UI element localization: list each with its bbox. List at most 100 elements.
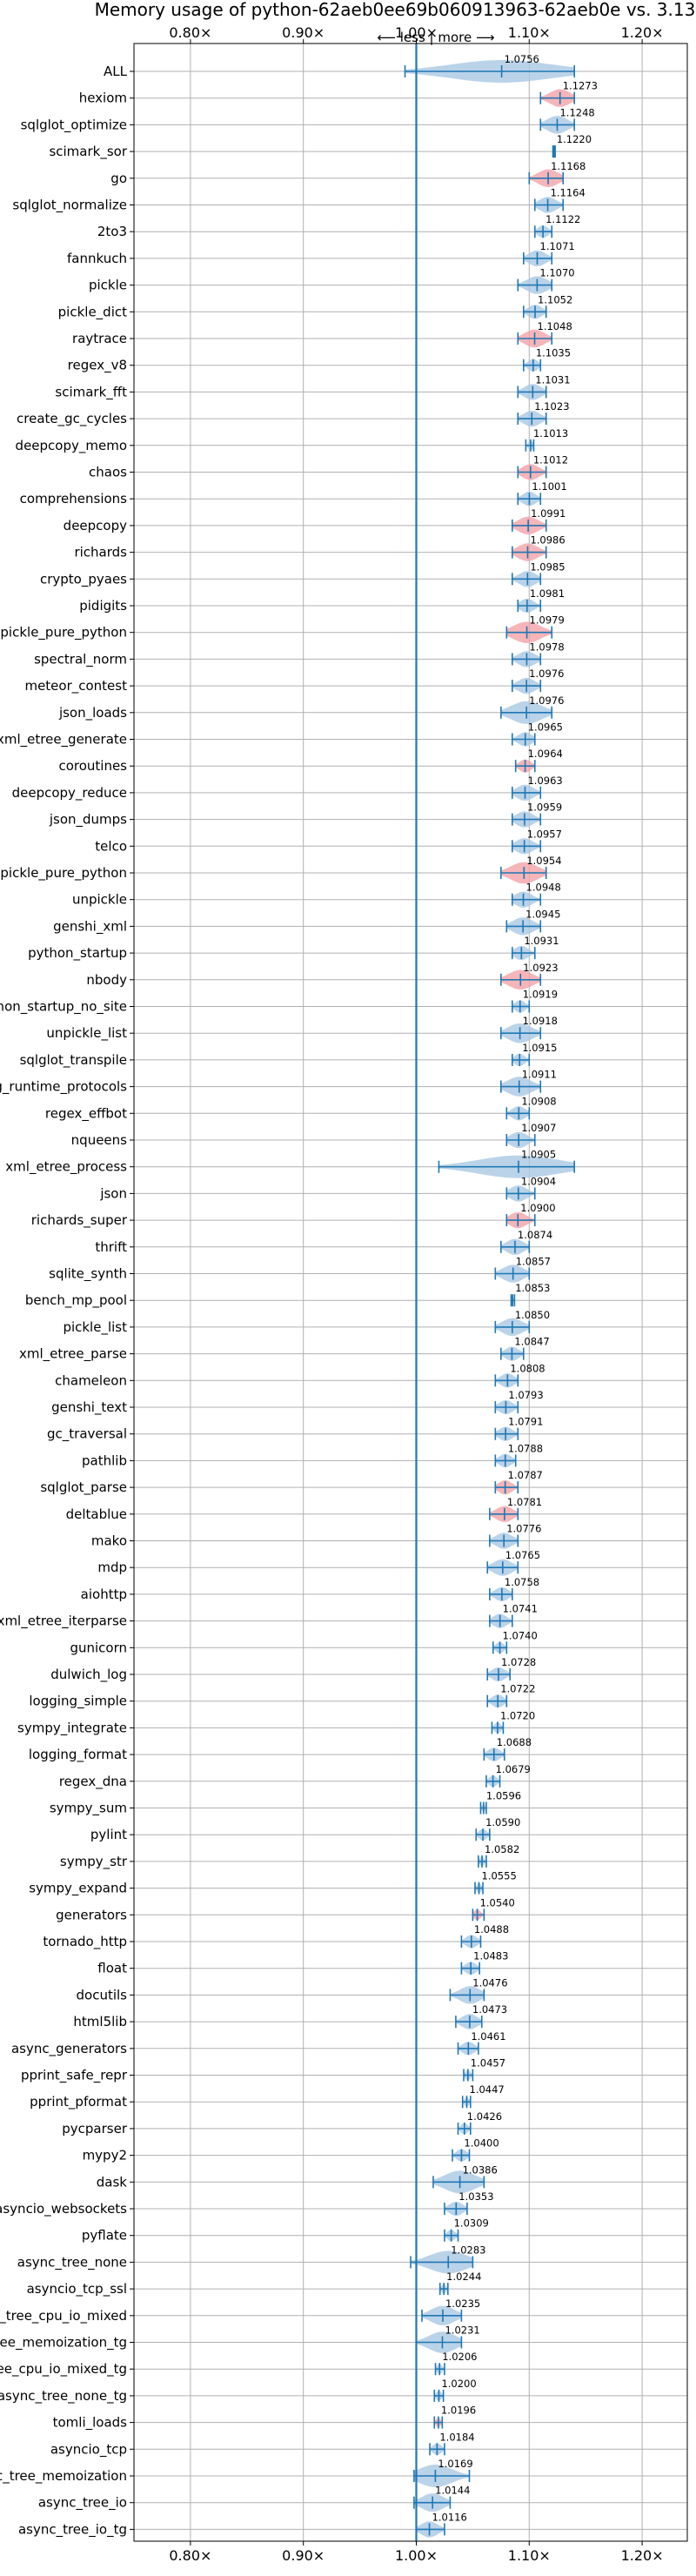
category-label: async_tree_memoization_tg — [0, 2335, 127, 2351]
value-label: 1.0765 — [505, 1549, 540, 1561]
category-label: coroutines — [58, 758, 127, 774]
category-label: pickle — [89, 278, 127, 293]
x-tick-label-top: 0.80× — [169, 24, 211, 41]
violin-layer — [404, 60, 576, 2538]
category-label: unpickle_list — [46, 1025, 127, 1042]
value-label: 1.0857 — [516, 1256, 551, 1268]
category-label: async_tree_memoization — [0, 2468, 127, 2485]
value-label: 1.0740 — [503, 1629, 538, 1641]
value-label: 1.0957 — [527, 828, 562, 840]
category-label: python_startup_no_site — [0, 999, 127, 1016]
value-label: 1.0781 — [507, 1496, 542, 1508]
category-label: async_tree_cpu_io_mixed — [0, 2308, 127, 2324]
value-label: 1.0426 — [467, 2110, 502, 2123]
category-label: genshi_xml — [53, 918, 127, 935]
category-label: pprint_safe_repr — [21, 2068, 128, 2084]
value-label: 1.1048 — [538, 320, 572, 332]
category-label: meteor_contest — [24, 678, 127, 694]
value-label: 1.0915 — [522, 1042, 557, 1054]
value-label: 1.0400 — [464, 2137, 499, 2150]
value-label: 1.0196 — [441, 2405, 476, 2417]
category-label: 2to3 — [97, 224, 127, 239]
value-label: 1.0874 — [518, 1229, 552, 1241]
category-label: sqlite_synth — [49, 1266, 127, 1283]
value-label: 1.0116 — [432, 2511, 467, 2523]
category-label: pickle_dict — [58, 304, 127, 320]
value-label: 1.0169 — [438, 2458, 472, 2470]
category-label: asyncio_tcp_ssl — [27, 2281, 127, 2298]
category-label: pycparser — [62, 2121, 128, 2137]
value-label: 1.0963 — [527, 775, 562, 787]
value-label: 1.1220 — [557, 133, 592, 145]
category-label: regex_v8 — [68, 358, 127, 374]
value-label: 1.0986 — [530, 534, 565, 547]
value-label: 1.0919 — [523, 989, 558, 1001]
category-label: raytrace — [72, 331, 127, 346]
category-label: genshi_text — [51, 1399, 127, 1416]
category-label: async_tree_io — [38, 2495, 127, 2512]
category-label: docutils — [77, 1987, 128, 2002]
x-axis-ticks: 0.80× 0.80× 0.90× 0.90× 1.00× 1.00× 1.10× 1.10×… — [130, 24, 664, 2564]
value-label: 1.0555 — [482, 1870, 517, 1882]
category-label: json_dumps — [49, 812, 127, 828]
value-label: 1.0590 — [485, 1816, 520, 1828]
value-label: 1.0235 — [445, 2298, 480, 2310]
value-label: 1.0309 — [454, 2217, 489, 2230]
category-label: generators — [56, 1907, 127, 1922]
value-label: 1.0853 — [515, 1282, 550, 1294]
value-label: 1.0808 — [510, 1362, 545, 1374]
category-label: bench_mp_pool — [25, 1292, 127, 1309]
value-label: 1.0793 — [508, 1389, 543, 1401]
x-tick-label-top: 1.00× — [395, 24, 438, 41]
value-label: 1.0965 — [528, 721, 563, 734]
category-label: unpickle_pure_python — [0, 865, 127, 882]
value-label: 1.0596 — [486, 1790, 521, 1802]
value-label: 1.0964 — [528, 748, 563, 760]
value-label: 1.0850 — [515, 1309, 550, 1321]
value-label: 1.0923 — [523, 962, 558, 974]
x-tick-label-bottom: 0.90× — [282, 2547, 325, 2564]
value-label: 1.0540 — [480, 1896, 515, 1909]
category-label: richards — [74, 545, 127, 560]
category-label: json — [99, 1185, 127, 1201]
x-tick-label-top: 1.20× — [621, 24, 664, 41]
value-label: 1.0847 — [514, 1336, 549, 1348]
value-label: 1.0979 — [530, 614, 565, 627]
category-label: sqlglot_transpile — [20, 1052, 127, 1069]
category-label: tornado_http — [43, 1934, 127, 1950]
value-label: 1.0206 — [442, 2351, 477, 2363]
x-tick-label-bottom: 1.10× — [508, 2547, 551, 2564]
value-label: 1.1052 — [538, 293, 572, 305]
category-label: xml_etree_parse — [19, 1346, 127, 1363]
category-label: logging_simple — [29, 1694, 127, 1710]
category-label: spectral_norm — [34, 651, 127, 667]
value-label: 1.0787 — [508, 1469, 543, 1481]
value-label: 1.0948 — [526, 882, 561, 894]
value-label: 1.0905 — [521, 1149, 556, 1161]
category-label: deepcopy_memo — [16, 438, 127, 454]
value-label: 1.0758 — [505, 1576, 539, 1588]
value-label: 1.1122 — [545, 213, 580, 225]
category-label: pyflate — [82, 2228, 127, 2244]
category-label: asyncio_websockets — [0, 2201, 127, 2217]
category-label: float — [97, 1961, 127, 1976]
category-label: regex_dna — [59, 1774, 127, 1790]
category-label: go — [110, 171, 127, 186]
value-label: 1.0991 — [531, 507, 566, 520]
value-label: 1.0900 — [520, 1202, 555, 1214]
x-tick-label-bottom: 1.00× — [395, 2547, 438, 2564]
category-label: gunicorn — [70, 1640, 127, 1655]
value-label: 1.0976 — [529, 667, 564, 680]
value-label: 1.0184 — [439, 2431, 474, 2443]
value-label: 1.0483 — [473, 1950, 508, 1962]
category-label: async_tree_none — [17, 2254, 127, 2271]
category-label: sympy_sum — [50, 1801, 127, 1817]
chart-title: Memory usage of python-62aeb0ee69b060913… — [95, 0, 696, 20]
value-label: 1.0679 — [496, 1763, 531, 1775]
value-labels: 1.0756 1.1273 1.1248 1.1220 1.1168 1.1164 1.11… — [432, 53, 598, 2523]
category-label: json_loads — [58, 705, 127, 721]
x-tick-label-bottom: 0.80× — [169, 2547, 211, 2564]
value-label: 1.0488 — [474, 1923, 509, 1935]
value-label: 1.1273 — [563, 80, 598, 92]
